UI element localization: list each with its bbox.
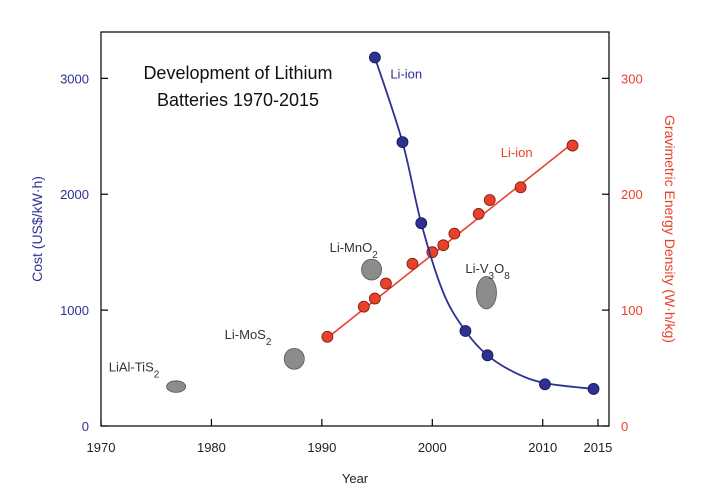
plot-frame bbox=[100, 31, 610, 427]
cost-point bbox=[481, 349, 494, 362]
chemistry-label: Li-MoS2 bbox=[225, 327, 272, 348]
chemistry-marker bbox=[166, 380, 187, 393]
chemistry-marker bbox=[475, 276, 497, 310]
energy-density-point bbox=[514, 181, 527, 194]
energy-density-point bbox=[448, 227, 461, 240]
x-tick-label: 2000 bbox=[418, 440, 447, 455]
energy-density-point bbox=[321, 330, 334, 343]
left-y-tick-label: 0 bbox=[82, 419, 89, 434]
energy-density-point bbox=[437, 239, 450, 252]
chemistry-label: Li-V3O8 bbox=[465, 261, 510, 282]
chemistry-label: LiAl-TiS2 bbox=[109, 360, 160, 381]
cost-point bbox=[539, 378, 551, 391]
right-y-tick-label: 0 bbox=[621, 419, 628, 434]
right-y-tick-label: 100 bbox=[621, 303, 643, 318]
energy-density-point bbox=[483, 194, 496, 206]
cost-point bbox=[415, 217, 428, 230]
cost-point bbox=[368, 51, 381, 64]
left-y-tick-label: 1000 bbox=[60, 303, 89, 318]
chart-title-line-1: Development of Lithium bbox=[143, 63, 332, 83]
left-y-tick-label: 3000 bbox=[60, 71, 89, 86]
x-tick-label: 2015 bbox=[583, 440, 612, 455]
cost-point bbox=[459, 325, 472, 337]
energy-density-point bbox=[406, 257, 419, 270]
x-tick-label: 1990 bbox=[307, 440, 336, 455]
cost-series-label: Li-ion bbox=[390, 66, 422, 81]
chart-title-line-2: Batteries 1970-2015 bbox=[157, 90, 319, 110]
x-tick-label: 1980 bbox=[197, 440, 226, 455]
right-y-tick-label: 200 bbox=[621, 187, 643, 202]
chemistry-label: Li-MnO2 bbox=[330, 240, 379, 260]
energy-density-point bbox=[472, 208, 485, 220]
cost-point bbox=[396, 136, 409, 148]
energy-density-point bbox=[368, 292, 381, 305]
energy-density-point bbox=[566, 139, 579, 152]
energy-density-point bbox=[357, 300, 370, 313]
cost-trend-curve bbox=[374, 57, 594, 390]
right-axis-label: Gravimetric Energy Density (W·h/kg) bbox=[662, 115, 678, 343]
right-y-tick-label: 300 bbox=[621, 71, 643, 86]
chemistry-marker bbox=[283, 347, 305, 370]
chemistry-marker bbox=[361, 258, 383, 281]
left-axis-label: Cost (US$/kW·h) bbox=[29, 176, 45, 282]
x-axis-label: Year bbox=[342, 471, 369, 486]
left-y-tick-label: 2000 bbox=[60, 187, 89, 202]
x-tick-label: 2010 bbox=[528, 440, 557, 455]
cost-point bbox=[587, 383, 600, 395]
energy-series-label: Li-ion bbox=[501, 145, 533, 160]
energy-density-point bbox=[380, 277, 392, 290]
x-tick-label: 1970 bbox=[87, 440, 116, 455]
